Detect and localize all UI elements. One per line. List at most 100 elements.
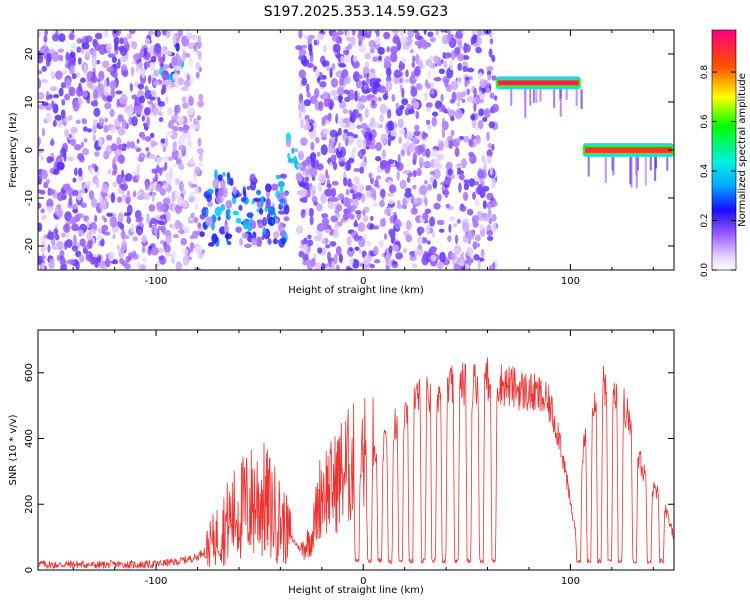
spectrogram-cell: [129, 30, 136, 35]
spectrogram-cell: [116, 196, 123, 203]
spectrogram-cell: [358, 44, 367, 53]
spectrogram-cell: [364, 61, 369, 68]
spectrogram-cell: [106, 95, 113, 103]
spectrogram-cell: [368, 132, 373, 141]
spectrogram-cell: [405, 69, 409, 78]
spectrogram-cell: [171, 191, 176, 203]
spectrogram-cell: [388, 245, 393, 254]
spectrogram-cell: [405, 234, 413, 243]
spectrogram-cell: [477, 72, 483, 80]
spectrogram-cell: [79, 189, 86, 194]
spectrogram-cell: [352, 71, 360, 83]
spectrogram-cell: [372, 202, 379, 207]
spectrogram-cell: [436, 219, 445, 226]
spectrogram-cell: [473, 141, 477, 148]
spectrogram-cell: [277, 210, 286, 215]
spectrogram-cell: [407, 109, 415, 115]
spectrogram-cell: [486, 201, 492, 210]
spectrogram-cell: [113, 36, 120, 45]
spectrogram-cell: [239, 238, 244, 247]
spectrogram-cell: [342, 49, 350, 56]
spectrogram-cell: [118, 248, 125, 259]
spectrogram-cell: [56, 161, 65, 171]
spectrogram-y-label: Frequency (Hz): [8, 112, 19, 188]
spectrogram-cell: [255, 236, 263, 247]
spectrogram-cell: [106, 66, 114, 73]
spectrogram-cell: [360, 122, 368, 129]
spectrogram-cell: [475, 242, 481, 248]
spectrogram-cell: [103, 124, 109, 133]
spectrogram-cell: [45, 112, 52, 123]
spectrogram-cell: [85, 250, 93, 262]
spectrogram-cell: [431, 246, 438, 252]
spectrogram-cell: [373, 246, 379, 256]
spectrogram-cell: [125, 196, 131, 205]
spectrogram-cell: [440, 93, 444, 102]
spectrogram-cell: [323, 98, 330, 108]
spectrogram-cell: [40, 247, 45, 253]
spectrogram-cell: [148, 204, 156, 212]
spectrogram-cell: [309, 167, 318, 177]
spectrogram-cell: [87, 239, 91, 250]
spectrogram-cell: [575, 89, 578, 106]
spectrogram-cell: [436, 193, 442, 202]
spectrogram-cell: [160, 138, 166, 144]
spectrogram-cell: [189, 242, 195, 250]
spectrogram-cell: [453, 244, 462, 255]
spectrogram-cell: [316, 39, 320, 46]
spectrogram-cell: [92, 119, 98, 125]
spectrogram-cell: [412, 169, 417, 178]
spectrogram-cell: [478, 108, 484, 117]
spectrogram-cell: [414, 248, 422, 257]
spectrogram-cell: [587, 156, 590, 177]
spectrogram-cell: [314, 261, 322, 270]
spectrogram-cell: [41, 65, 48, 72]
spectrogram-cell: [397, 154, 401, 164]
spectrogram-cell: [433, 55, 439, 64]
spectrogram-cell: [207, 201, 213, 207]
spectrogram-cell: [416, 226, 425, 235]
spectrogram-cell: [186, 132, 192, 142]
spectrogram-cell: [479, 211, 483, 222]
spectrogram-cell: [347, 178, 352, 187]
spectrogram-cell: [117, 126, 126, 136]
spectrogram-cell: [76, 213, 85, 219]
spectrogram-cell: [104, 117, 108, 123]
spectrogram-cell: [388, 159, 395, 165]
spectrogram-cell: [314, 88, 320, 99]
spectrogram-cell: [441, 127, 446, 139]
spectrogram-cell: [339, 101, 347, 109]
spectrogram-cell: [354, 246, 360, 251]
spectrogram-cell: [156, 157, 163, 165]
spectrogram-cell: [448, 109, 456, 118]
spectrogram-cell: [38, 91, 45, 100]
spectrogram-cell: [384, 55, 391, 67]
spectrogram-cell: [379, 218, 385, 228]
spectrogram-cell: [162, 197, 171, 206]
spectrogram-cell: [406, 176, 411, 183]
spectrogram-cell: [454, 164, 462, 169]
spectrogram-cell: [331, 31, 338, 43]
spectrogram-cell: [124, 173, 133, 182]
x-tick-label: 100: [561, 576, 580, 587]
spectrogram-cell: [188, 96, 194, 107]
spectrogram-cell: [426, 240, 431, 245]
spectrogram-cell: [187, 140, 193, 149]
spectrogram-cell: [192, 34, 197, 41]
spectrogram-cell: [433, 202, 441, 210]
spectrogram-cell: [52, 93, 60, 99]
spectrogram-cell: [400, 36, 408, 45]
spectrogram-cell: [419, 184, 428, 196]
spectrogram-cell: [330, 215, 339, 223]
spectrogram-cell: [329, 101, 333, 111]
spectrogram-cell: [482, 185, 490, 192]
spectrogram-cell: [75, 260, 80, 270]
spectrogram-cell: [490, 200, 498, 208]
spectrogram-cell: [80, 77, 86, 83]
spectrogram-cell: [438, 228, 445, 233]
spectrogram-cell: [153, 69, 159, 77]
spectrogram-cell: [481, 212, 489, 222]
spectrogram-cell: [335, 264, 340, 270]
spectrogram-cell: [487, 208, 492, 218]
spectrogram-cell: [78, 167, 83, 177]
